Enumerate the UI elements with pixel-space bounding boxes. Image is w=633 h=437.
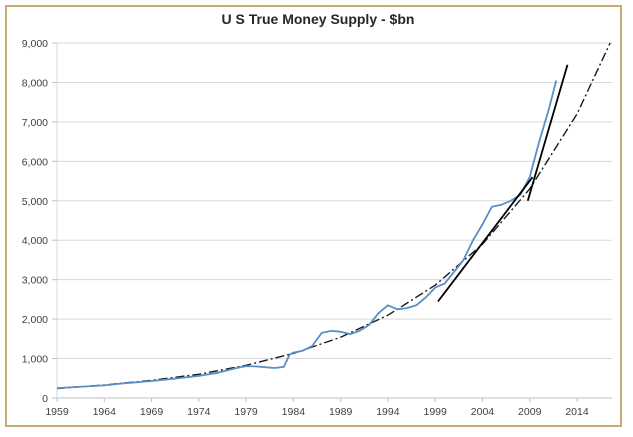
- x-tick-label: 2004: [471, 406, 495, 418]
- x-tick-label: 1969: [140, 406, 164, 418]
- y-tick-label: 4,000: [22, 235, 48, 247]
- y-tick-label: 5,000: [22, 196, 48, 208]
- y-tick-label: 2,000: [22, 314, 48, 326]
- y-tick-label: 8,000: [22, 77, 48, 89]
- series-line-true-money-supply: [56, 80, 558, 389]
- x-tick-label: 1979: [234, 406, 258, 418]
- y-tick-label: 6,000: [22, 156, 48, 168]
- gridlines: [57, 42, 612, 360]
- x-tick-label: 1984: [282, 406, 306, 418]
- x-tick-label: 1959: [45, 406, 69, 418]
- x-tick-label: 1989: [329, 406, 353, 418]
- y-axis-ticks: 0 1,000 2,000 3,000 4,000 5,000 6,000 7,000 8,00…: [22, 38, 57, 405]
- series-group: [56, 42, 611, 390]
- series-line-tangent-1: [437, 176, 534, 302]
- x-tick-label: 2009: [518, 406, 542, 418]
- x-axis-ticks: 1959 1964 1969 1974 1979 1984 1989 1994 1999 2004…: [45, 398, 589, 418]
- x-tick-label: 1964: [93, 406, 117, 418]
- x-tick-label: 1974: [187, 406, 211, 418]
- y-tick-label: 0: [42, 393, 48, 405]
- y-tick-label: 3,000: [22, 275, 48, 287]
- x-tick-label: 1994: [376, 406, 400, 418]
- y-tick-label: 7,000: [22, 117, 48, 129]
- series-line-exponential-trend: [56, 42, 611, 390]
- y-tick-label: 9,000: [22, 38, 48, 50]
- axes: [56, 43, 612, 399]
- chart-title: U S True Money Supply - $bn: [222, 11, 415, 27]
- x-tick-label: 2014: [565, 406, 589, 418]
- y-tick-label: 1,000: [22, 354, 48, 366]
- series-line-tangent-2: [526, 64, 569, 202]
- x-tick-label: 1999: [424, 406, 448, 418]
- chart-frame: [5, 5, 622, 427]
